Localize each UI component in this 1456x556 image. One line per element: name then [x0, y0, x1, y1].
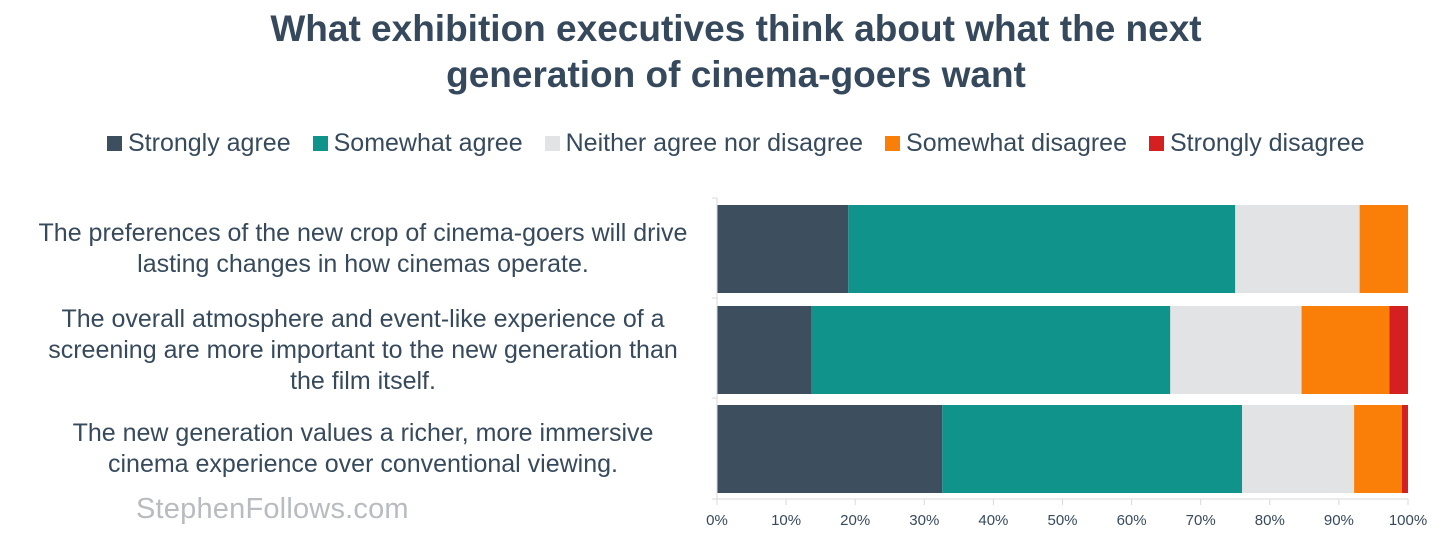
bar-segment-2-strongly-disagree: [1389, 306, 1408, 394]
x-tick-label: 60%: [1116, 512, 1147, 529]
legend-swatch-strongly-disagree: [1149, 135, 1164, 151]
category-label-2-line-1: The overall atmosphere and event-like ex…: [61, 304, 665, 333]
x-tick-label: 20%: [840, 512, 871, 529]
bar-segment-2-somewhat-agree: [811, 306, 1171, 394]
legend-label-neither: Neither agree nor disagree: [565, 128, 864, 157]
category-label-3-line-1: The new generation values a richer, more…: [72, 419, 654, 447]
bar-segment-3-strongly-agree: [717, 405, 943, 493]
legend-swatch-strongly-agree: [107, 135, 122, 151]
category-label-2-line-2: screening are more important to the new …: [48, 335, 678, 364]
bar-segment-1-neither-agree-nor-disagree: [1235, 205, 1360, 293]
x-tick-label: 40%: [978, 512, 1009, 529]
legend-label-strongly-disagree: Strongly disagree: [1170, 128, 1365, 157]
x-tick-label: 50%: [1047, 512, 1078, 529]
category-label-1-line-1: The preferences of the new crop of cinem…: [38, 219, 688, 247]
bar-segment-2-neither-agree-nor-disagree: [1170, 306, 1302, 394]
x-tick-label: 100%: [1388, 512, 1428, 529]
x-tick-label: 70%: [1185, 512, 1216, 529]
legend-swatch-somewhat-disagree: [885, 135, 901, 151]
bar-segment-1-somewhat-disagree: [1359, 205, 1408, 293]
x-tick-label: 10%: [771, 512, 802, 529]
bar-segment-2-somewhat-disagree: [1301, 306, 1390, 394]
chart-title-line-2: generation of cinema-goers want: [446, 54, 1026, 95]
legend-label-somewhat-agree: Somewhat agree: [333, 128, 523, 157]
bar-segment-3-somewhat-disagree: [1354, 405, 1402, 493]
bar-segment-1-strongly-agree: [717, 205, 849, 293]
category-label-2-line-3: the film itself.: [290, 366, 436, 395]
category-label-2: The overall atmosphere and event-like ex…: [20, 302, 706, 398]
chart-title: What exhibition executives think about w…: [0, 6, 1456, 98]
watermark: StephenFollows.com: [136, 493, 409, 525]
x-tick-label: 90%: [1323, 512, 1354, 529]
legend-item-strongly-agree: Strongly agree: [107, 129, 291, 158]
category-label-1-line-2: lasting changes in how cinemas operate.: [137, 250, 589, 278]
legend-item-strongly-disagree: Strongly disagree: [1149, 129, 1365, 158]
legend-item-somewhat-agree: Somewhat agree: [312, 128, 523, 158]
bar-segment-3-somewhat-agree: [942, 405, 1243, 493]
category-label-1: The preferences of the new crop of cinem…: [20, 205, 706, 293]
bar-segment-3-strongly-disagree: [1401, 405, 1408, 493]
legend-item-neither: Neither agree nor disagree: [544, 128, 864, 158]
category-label-3-line-2: cinema experience over conventional view…: [107, 450, 618, 478]
category-label-3: The new generation values a richer, more…: [20, 405, 706, 493]
legend-swatch-somewhat-agree: [312, 135, 328, 151]
legend-item-somewhat-disagree: Somewhat disagree: [885, 129, 1127, 158]
legend-label-somewhat-disagree: Somewhat disagree: [906, 128, 1127, 157]
x-tick-label: 80%: [1254, 512, 1285, 529]
legend-swatch-neither: [544, 135, 560, 151]
legend-label-strongly-agree: Strongly agree: [128, 128, 291, 157]
bar-segment-2-strongly-agree: [717, 306, 812, 394]
bar-segment-3-neither-agree-nor-disagree: [1242, 405, 1355, 493]
x-tick-label: 0%: [706, 512, 728, 529]
chart-legend: Strongly agree Somewhat agree Neither ag…: [107, 126, 1387, 160]
chart-title-line-1: What exhibition executives think about w…: [270, 8, 1202, 49]
bar-segment-1-somewhat-agree: [848, 205, 1236, 293]
x-tick-label: 30%: [909, 512, 940, 529]
